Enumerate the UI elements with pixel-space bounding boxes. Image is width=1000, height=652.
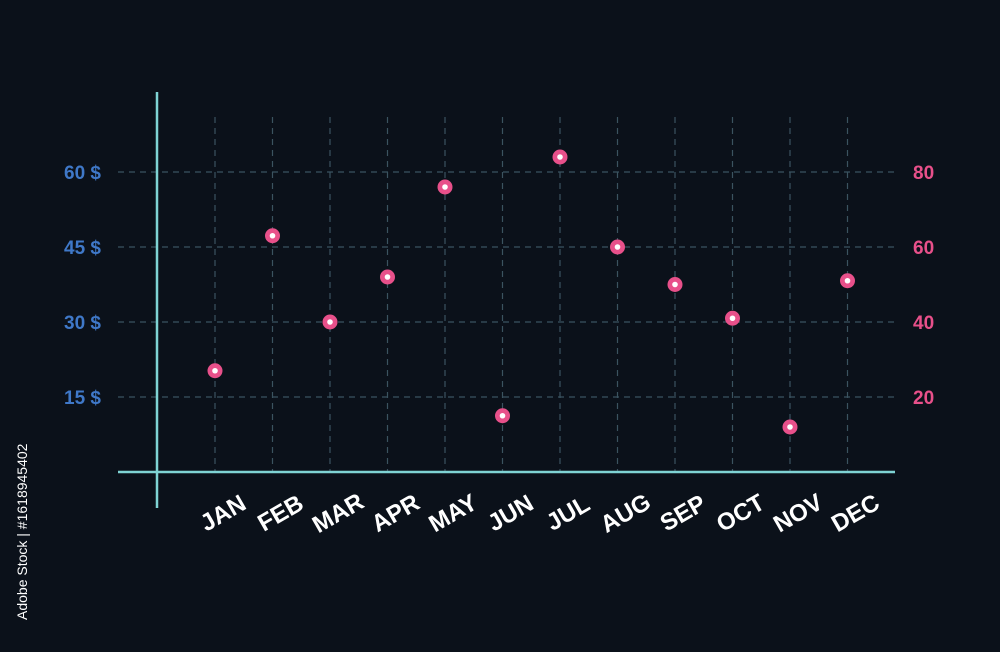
right-axis-tick-label: 60 bbox=[913, 238, 934, 259]
data-point bbox=[437, 179, 453, 195]
left-axis-tick-label: 15 $ bbox=[64, 388, 101, 409]
data-point-center bbox=[614, 244, 621, 250]
data-point-center bbox=[844, 277, 851, 284]
x-category-label: OCT bbox=[712, 489, 770, 538]
x-category-label: FEB bbox=[253, 490, 308, 537]
data-point bbox=[840, 273, 855, 289]
data-point bbox=[667, 277, 683, 292]
x-category-label: SEP bbox=[656, 490, 711, 537]
right-axis-tick-label: 80 bbox=[913, 163, 934, 184]
left-axis-tick-label: 45 $ bbox=[64, 238, 101, 259]
x-category-label: APR bbox=[367, 489, 424, 538]
data-point bbox=[782, 419, 798, 435]
side-credit-text: Adobe Stock | #1618945402 bbox=[14, 443, 30, 620]
data-point bbox=[725, 310, 740, 326]
data-point-center bbox=[672, 281, 678, 288]
x-category-label: DEC bbox=[827, 489, 884, 538]
right-axis-tick-label: 40 bbox=[913, 313, 934, 334]
data-point-center bbox=[557, 154, 563, 160]
x-category-label: MAR bbox=[308, 488, 369, 539]
data-point bbox=[552, 149, 568, 165]
x-category-label: MAY bbox=[424, 489, 482, 538]
x-category-label: AUG bbox=[596, 488, 656, 538]
data-point-center bbox=[729, 315, 736, 322]
left-axis-tick-label: 60 $ bbox=[64, 163, 101, 184]
x-category-label: NOV bbox=[769, 489, 828, 538]
data-point-center bbox=[327, 319, 333, 325]
data-point-center bbox=[384, 274, 391, 280]
data-point bbox=[207, 363, 223, 379]
x-category-label: JUL bbox=[542, 490, 595, 536]
data-points bbox=[207, 149, 855, 435]
data-point-center bbox=[442, 184, 448, 190]
data-point-center bbox=[787, 424, 793, 430]
data-point bbox=[495, 408, 510, 424]
axes bbox=[118, 92, 895, 508]
data-point bbox=[610, 239, 625, 255]
data-point bbox=[265, 228, 280, 244]
data-point-center bbox=[269, 232, 276, 239]
data-point-center bbox=[212, 367, 218, 374]
x-category-label: JUN bbox=[483, 490, 538, 537]
data-point bbox=[322, 314, 338, 330]
data-point-center bbox=[499, 412, 506, 419]
x-category-label: JAN bbox=[196, 490, 251, 537]
right-axis-tick-label: 20 bbox=[913, 388, 934, 409]
left-axis-tick-label: 30 $ bbox=[64, 313, 101, 334]
data-point bbox=[380, 269, 395, 285]
grid bbox=[118, 117, 895, 472]
tick-labels: 15 $ 30 $ 45 $ 60 $ 20 40 60 80 bbox=[64, 163, 934, 409]
